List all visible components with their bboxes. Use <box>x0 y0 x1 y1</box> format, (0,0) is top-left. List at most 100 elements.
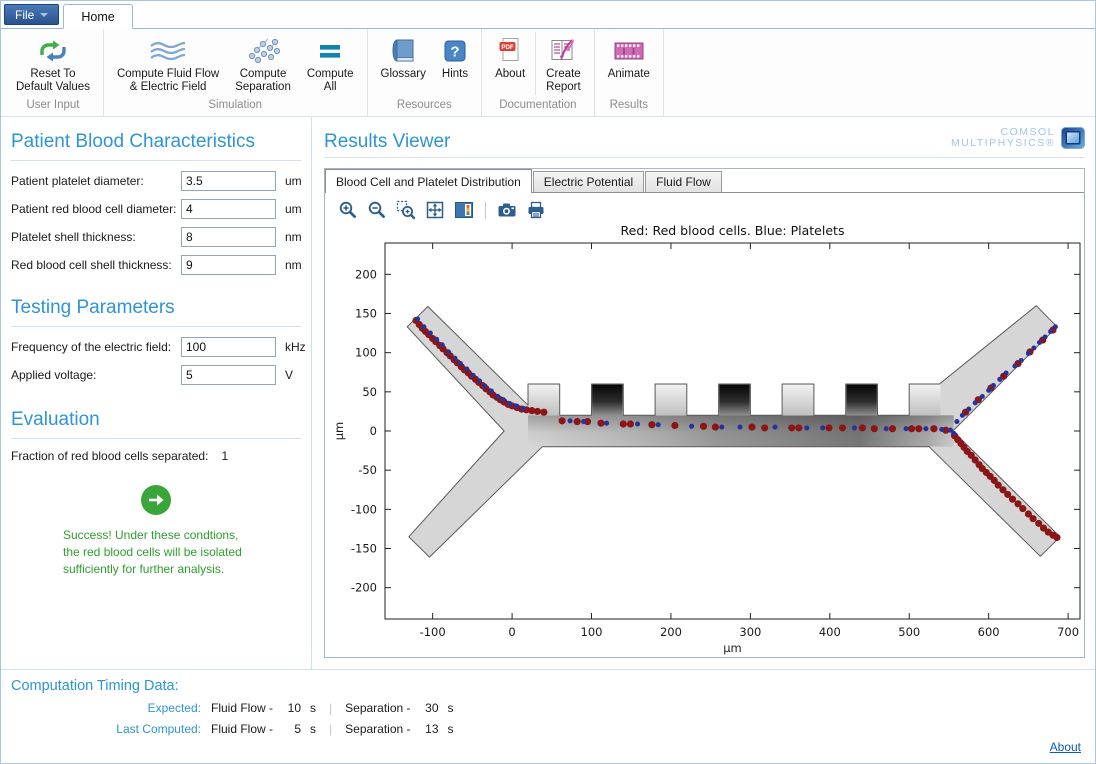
tab-label: Electric Potential <box>543 175 634 189</box>
rbc-diameter-input[interactable] <box>181 199 276 219</box>
divider <box>11 326 301 327</box>
field-label: Patient red blood cell diameter: <box>11 202 177 216</box>
animate-button[interactable]: Animate <box>600 31 658 96</box>
create-report-button[interactable]: Create Report <box>538 31 589 96</box>
toolbar-separator <box>485 201 486 219</box>
timing-row-label: Last Computed: <box>116 722 201 736</box>
ribbon: Reset To Default Values User Input Com <box>1 29 1095 117</box>
section-heading-testing: Testing Parameters <box>11 297 175 318</box>
flow-unit: s <box>310 701 317 715</box>
field-label: Platelet shell thickness: <box>11 230 136 244</box>
reset-to-default-values-button[interactable]: Reset To Default Values <box>8 31 98 96</box>
tab-label: Blood Cell and Platelet Distribution <box>336 174 521 189</box>
rbc-shell-input[interactable] <box>181 255 276 275</box>
plot-toolbar <box>325 193 1084 223</box>
home-tab-label: Home <box>81 9 115 24</box>
success-arrow-icon <box>141 485 171 515</box>
button-label: Animate <box>607 68 650 80</box>
pdf-icon: PDF <box>498 34 522 68</box>
field-label: Red blood cell shell thickness: <box>11 258 172 272</box>
section-heading-blood: Patient Blood Characteristics <box>11 131 255 152</box>
field-unit: um <box>285 174 302 188</box>
glossary-button[interactable]: Glossary <box>373 31 434 96</box>
field-unit: um <box>285 202 302 216</box>
button-label: Reset To <box>30 68 76 80</box>
ribbon-group-label: Resources <box>396 99 452 111</box>
svg-text:400: 400 <box>819 625 841 639</box>
field-unit: nm <box>285 230 302 244</box>
svg-text:µm: µm <box>332 422 346 441</box>
ribbon-group-label: User Input <box>26 99 80 111</box>
compute-all-button[interactable]: Compute All <box>299 31 362 96</box>
success-message: Success! Under these condtions, the red … <box>63 528 242 576</box>
tab-blood-cell-distribution[interactable]: Blood Cell and Platelet Distribution <box>325 169 532 193</box>
divider: | <box>329 701 333 715</box>
ribbon-group-label: Results <box>609 99 648 111</box>
zoom-box-icon[interactable] <box>396 200 416 220</box>
svg-text:500: 500 <box>898 625 920 639</box>
hints-button[interactable]: ? Hints <box>434 31 476 96</box>
flow-unit: s <box>310 722 317 736</box>
button-label: Create <box>546 68 581 80</box>
field-row: Patient red blood cell diameter: um <box>11 199 302 219</box>
fraction-value: 1 <box>221 449 229 463</box>
zoom-in-icon[interactable] <box>338 200 358 220</box>
file-menu-label: File <box>15 7 35 22</box>
tab-home[interactable]: Home <box>63 4 133 29</box>
field-label: Patient platelet diameter: <box>11 174 144 188</box>
zoom-extents-icon[interactable] <box>425 200 445 220</box>
file-menu-button[interactable]: File <box>4 4 60 25</box>
svg-text:50: 50 <box>362 385 377 399</box>
about-pdf-button[interactable]: PDF About <box>487 31 533 96</box>
particles-icon <box>245 34 281 68</box>
flow-value: 5 <box>294 722 302 736</box>
button-label: About <box>495 68 526 80</box>
field-label: Applied voltage: <box>11 368 97 382</box>
voltage-input[interactable] <box>181 365 276 385</box>
about-link[interactable]: About <box>1049 740 1081 754</box>
platelet-diameter-input[interactable] <box>181 171 276 191</box>
question-icon: ? <box>443 34 467 68</box>
frequency-input[interactable] <box>181 337 276 357</box>
snapshot-icon[interactable] <box>497 200 517 220</box>
svg-text:150: 150 <box>355 307 377 321</box>
svg-text:0: 0 <box>508 625 515 639</box>
divider <box>324 157 1085 158</box>
zoom-out-icon[interactable] <box>367 200 387 220</box>
ribbon-group-label: Simulation <box>208 99 263 111</box>
results-plot[interactable]: -100 0 100 200 300 400 500 600 700-200-150-100-5… <box>329 223 1087 657</box>
button-label: Hints <box>441 68 469 80</box>
platelet-shell-input[interactable] <box>181 227 276 247</box>
sep-value: 13 <box>425 722 439 736</box>
input-panel: Patient Blood Characteristics Patient pl… <box>1 117 312 669</box>
sep-value: 30 <box>425 701 439 715</box>
legend-icon[interactable] <box>454 200 474 220</box>
button-label: Separation <box>235 81 291 93</box>
svg-text:Red: Red blood cells. Blue: Pl: Red: Red blood cells. Blue: Platelets <box>621 223 845 238</box>
timing-heading: Computation Timing Data: <box>11 678 179 694</box>
svg-text:0: 0 <box>370 424 377 438</box>
tab-fluid-flow[interactable]: Fluid Flow <box>645 171 722 192</box>
divider <box>11 438 301 439</box>
compute-separation-button[interactable]: Compute Separation <box>227 31 299 96</box>
results-panel: Results Viewer COMSOL MULTIPHYSICS® <box>312 117 1095 669</box>
compute-fluid-flow-button[interactable]: Compute Fluid Flow & Electric Field <box>109 31 227 96</box>
field-row: Patient platelet diameter: um <box>11 171 302 191</box>
comsol-logo: COMSOL MULTIPHYSICS® <box>951 127 1085 149</box>
flow-value: 10 <box>287 701 302 715</box>
timing-row-label: Expected: <box>147 701 201 715</box>
results-tabs: Blood Cell and Platelet Distribution Ele… <box>325 169 1084 193</box>
print-icon[interactable] <box>526 200 546 220</box>
button-label: Glossary <box>380 68 426 80</box>
fraction-separated-row: Fraction of red blood cells separated: 1 <box>11 449 301 463</box>
timing-row-expected: Expected: Fluid Flow - 10 s | Separation… <box>11 701 1085 715</box>
tab-electric-potential[interactable]: Electric Potential <box>532 171 645 192</box>
svg-text:-100: -100 <box>420 625 446 639</box>
field-unit: V <box>285 368 294 382</box>
field-unit: kHz <box>285 340 306 354</box>
report-quill-icon <box>549 34 577 68</box>
field-row: Applied voltage: V <box>11 365 301 385</box>
sep-unit: s <box>447 701 454 715</box>
timing-row-last-computed: Last Computed: Fluid Flow - 5 s | Separa… <box>11 722 1085 736</box>
